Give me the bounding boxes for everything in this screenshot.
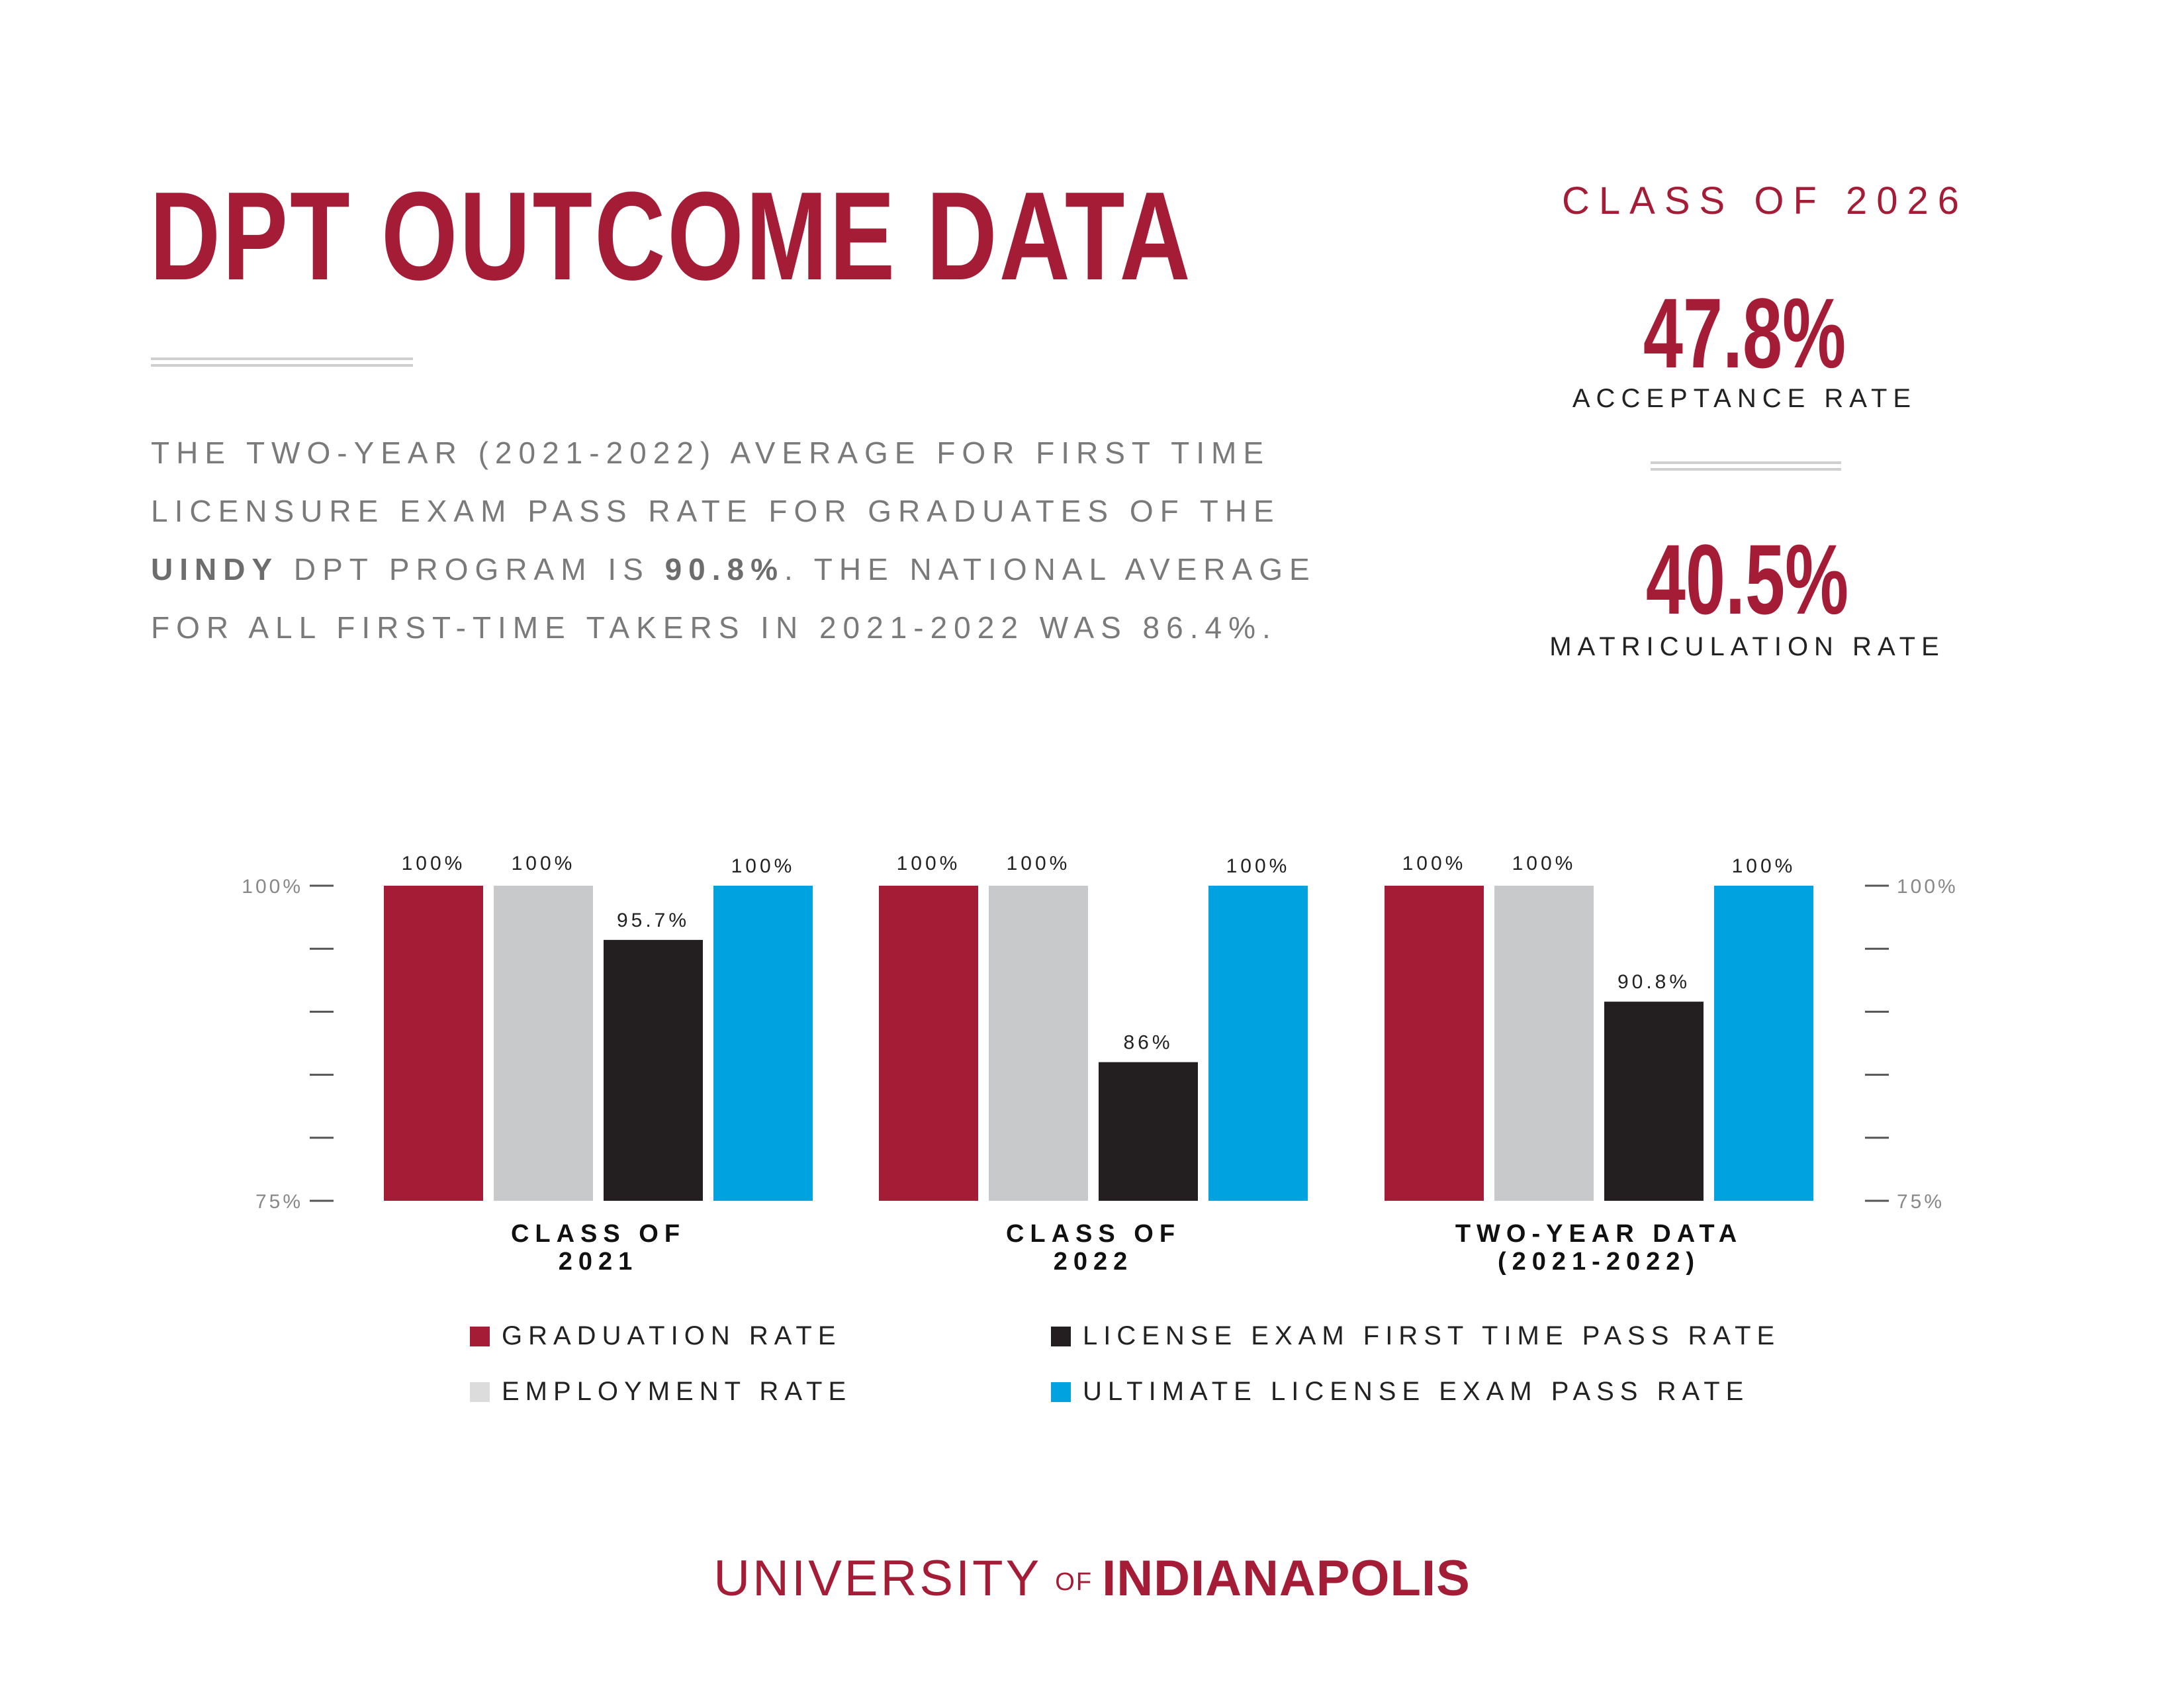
bar-data-label: 90.8% bbox=[1617, 971, 1690, 993]
legend-swatch-employment bbox=[470, 1382, 490, 1402]
category-label: CLASS OF bbox=[1006, 1220, 1181, 1248]
legend-label-first-time-pass: LICENSE EXAM FIRST TIME PASS RATE bbox=[1083, 1321, 1781, 1350]
intro-text-1: THE TWO-YEAR (2021-2022) AVERAGE FOR FIR… bbox=[151, 436, 1281, 528]
bar-data-label: 100% bbox=[731, 855, 796, 877]
bar-data-label: 100% bbox=[1007, 853, 1071, 874]
acceptance-value: 47.8% bbox=[1643, 277, 1846, 389]
category-label: CLASS OF bbox=[511, 1220, 686, 1248]
university-logo: UNIVERSITY OF INDIANAPOLIS bbox=[0, 1549, 2184, 1612]
bar bbox=[1385, 886, 1484, 1201]
bar-data-label: 100% bbox=[1402, 853, 1467, 874]
intro-paragraph: THE TWO-YEAR (2021-2022) AVERAGE FOR FIR… bbox=[151, 424, 1382, 657]
category-label: (2021-2022) bbox=[1498, 1248, 1700, 1276]
title-divider bbox=[151, 357, 413, 367]
logo-indianapolis: INDIANAPOLIS bbox=[1102, 1550, 1471, 1607]
acceptance-label: ACCEPTANCE RATE bbox=[1572, 384, 1917, 413]
bar bbox=[1714, 886, 1813, 1201]
bar-data-label: 100% bbox=[512, 853, 576, 874]
legend-label-graduation: GRADUATION RATE bbox=[502, 1321, 842, 1350]
bar bbox=[1494, 886, 1594, 1201]
y-tick-label-right-top: 100% bbox=[1897, 876, 1958, 898]
intro-average: 90.8% bbox=[664, 552, 784, 586]
legend-graduation: GRADUATION RATE bbox=[470, 1321, 842, 1351]
category-label: 2022 bbox=[1054, 1248, 1134, 1276]
bar bbox=[1604, 1002, 1704, 1201]
page-title: DPT OUTCOME DATA bbox=[150, 166, 1193, 306]
bar bbox=[1208, 886, 1308, 1201]
bar bbox=[713, 886, 813, 1201]
bar-data-label: 95.7% bbox=[617, 910, 690, 931]
bar-data-label: 100% bbox=[897, 853, 961, 874]
outcome-bar-chart: 100% 75% 100% 75% 100% 100% 100% 100% 100% 100% 95… bbox=[242, 853, 1958, 1276]
intro-text-3: . THE NATIONAL AVERAGE FOR ALL FIRST-TIM… bbox=[151, 552, 1316, 645]
y-tick-label-right-bottom: 75% bbox=[1897, 1191, 1944, 1213]
legend-label-employment: EMPLOYMENT RATE bbox=[502, 1377, 852, 1406]
legend-ultimate-pass: ULTIMATE LICENSE EXAM PASS RATE bbox=[1051, 1377, 1749, 1407]
stats-divider bbox=[1651, 461, 1841, 471]
legend-employment: EMPLOYMENT RATE bbox=[470, 1377, 852, 1407]
bar-data-label: 100% bbox=[1512, 853, 1576, 874]
y-tick-label-left-top: 100% bbox=[242, 876, 303, 898]
bar-data-label: 86% bbox=[1123, 1032, 1173, 1054]
bar bbox=[494, 886, 593, 1201]
category-label: 2021 bbox=[559, 1248, 639, 1276]
bar bbox=[879, 886, 978, 1201]
bar bbox=[1099, 1062, 1198, 1201]
matriculation-label: MATRICULATION RATE bbox=[1549, 632, 1945, 661]
logo-university: UNIVERSITY bbox=[713, 1550, 1042, 1607]
bar-data-label: 100% bbox=[1732, 855, 1796, 877]
bar bbox=[604, 939, 703, 1201]
bar-data-label: 100% bbox=[402, 853, 466, 874]
legend-first-time-pass: LICENSE EXAM FIRST TIME PASS RATE bbox=[1051, 1321, 1780, 1351]
legend-swatch-graduation bbox=[470, 1326, 490, 1346]
class-label: CLASS OF 2026 bbox=[1562, 179, 1968, 222]
legend-swatch-ultimate-pass bbox=[1051, 1382, 1071, 1402]
logo-of: OF bbox=[1055, 1568, 1093, 1596]
legend-label-ultimate-pass: ULTIMATE LICENSE EXAM PASS RATE bbox=[1083, 1377, 1750, 1406]
category-label: TWO-YEAR DATA bbox=[1455, 1220, 1743, 1248]
intro-text-2: DPT PROGRAM IS bbox=[279, 552, 665, 586]
bar bbox=[989, 886, 1088, 1201]
bar bbox=[384, 886, 483, 1201]
legend-swatch-first-time-pass bbox=[1051, 1326, 1071, 1346]
intro-uindy: UINDY bbox=[151, 552, 279, 586]
y-tick-label-left-bottom: 75% bbox=[255, 1191, 303, 1213]
matriculation-value: 40.5% bbox=[1645, 524, 1849, 635]
bar-data-label: 100% bbox=[1226, 855, 1291, 877]
